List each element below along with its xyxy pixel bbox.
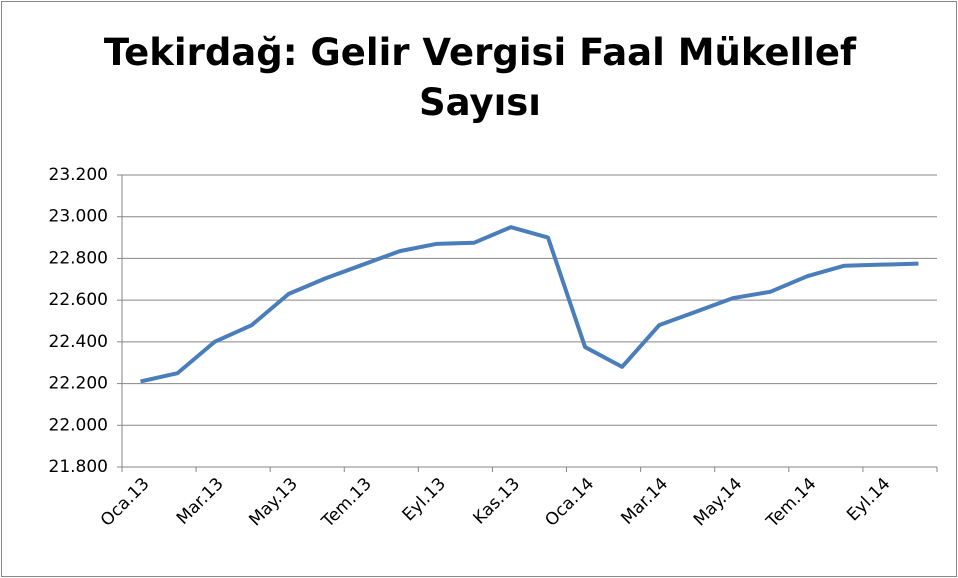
y-tick-label: 22.400 bbox=[49, 332, 108, 352]
series-line bbox=[140, 225, 919, 384]
x-tick-label: Tem.13 bbox=[317, 474, 375, 532]
y-tick-label: 21.800 bbox=[49, 457, 108, 477]
x-tick-label: Eyl.14 bbox=[843, 474, 894, 525]
y-tick-label: 22.000 bbox=[49, 415, 108, 435]
x-tick-label: May.14 bbox=[690, 474, 746, 530]
x-tick-label: Oca.14 bbox=[541, 474, 598, 531]
y-tick-label: 23.200 bbox=[49, 165, 108, 185]
chart-title: Tekirdağ: Gelir Vergisi Faal Mükellef Sa… bbox=[103, 31, 857, 124]
x-tick-label: Mar.14 bbox=[617, 474, 672, 529]
x-tick-label: Mar.13 bbox=[173, 474, 228, 529]
x-tick-label: Oca.13 bbox=[97, 474, 154, 531]
x-tick-label: Eyl.13 bbox=[399, 474, 450, 525]
x-tick-label: May.13 bbox=[245, 474, 301, 530]
y-tick-label: 23.000 bbox=[49, 207, 108, 227]
x-tick-label: Kas.13 bbox=[469, 474, 524, 529]
y-tick-label: 22.600 bbox=[49, 290, 108, 310]
x-tick-label: Tem.14 bbox=[762, 474, 820, 532]
y-tick-label: 22.800 bbox=[49, 248, 108, 268]
y-tick-label: 22.200 bbox=[49, 374, 108, 394]
